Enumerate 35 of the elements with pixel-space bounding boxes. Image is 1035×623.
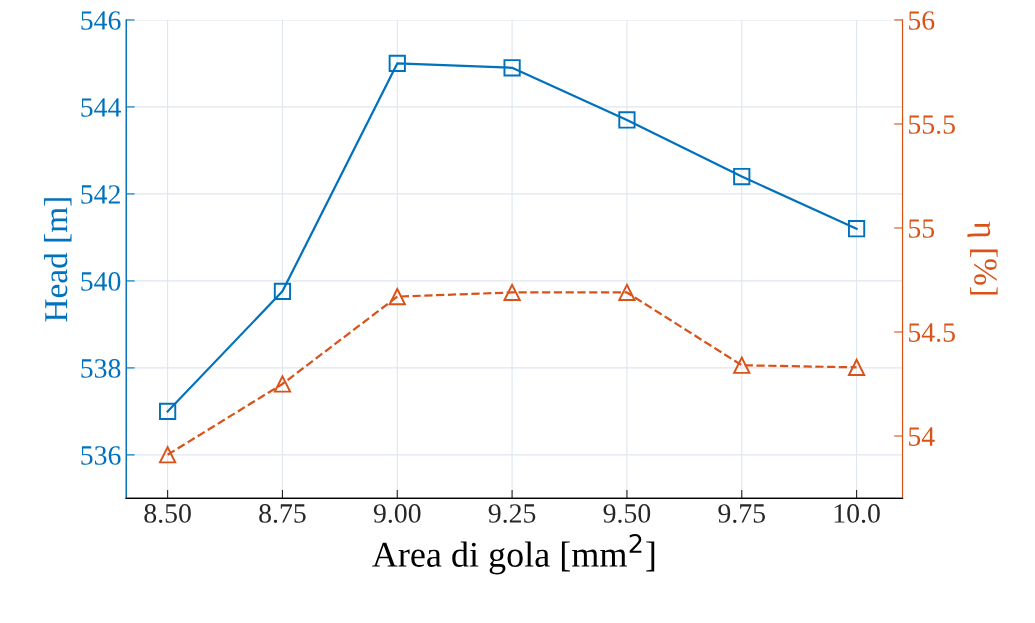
point: [388, 288, 406, 306]
y-tick-label: 542: [81, 185, 120, 204]
point: [503, 59, 521, 77]
x-tick-label: 8.75: [259, 504, 306, 523]
y-tick-label: 544: [81, 98, 121, 117]
y2-tick-label: 55.5: [909, 115, 955, 134]
point: [618, 111, 636, 129]
y2-axis-title: η [%]: [967, 221, 998, 295]
x-tick-label: 9.75: [718, 504, 765, 523]
x-tick-label: 10.0: [834, 504, 880, 523]
point: [503, 283, 521, 302]
y-tick-label: 540: [81, 272, 121, 291]
x-tick-label: 9.25: [488, 504, 536, 523]
y2-tick-label: 55: [909, 219, 935, 238]
point: [847, 358, 866, 376]
point: [159, 446, 177, 464]
x-tick-label: 9.50: [603, 504, 651, 523]
y-tick-label: 546: [81, 11, 121, 30]
x-axis-title: Area di gola [mm$^{2}$]: [372, 534, 655, 575]
y2-tick-label: 54.5: [909, 323, 955, 343]
point: [733, 356, 751, 374]
y2-tick-label: 54: [909, 427, 935, 446]
point: [733, 167, 751, 186]
point: [618, 283, 636, 302]
point: [273, 375, 292, 393]
y-tick-label: 536: [81, 446, 121, 465]
point: [273, 282, 292, 300]
y-axis-title: Head [m]: [43, 198, 72, 322]
x-tick-label: 9.00: [373, 504, 421, 523]
y-tick-label: 538: [81, 359, 121, 378]
x-tick-label: 8.50: [144, 504, 191, 523]
point: [159, 402, 177, 421]
point: [388, 54, 406, 73]
y2-tick-label: 56: [909, 11, 935, 30]
point: [847, 220, 866, 238]
